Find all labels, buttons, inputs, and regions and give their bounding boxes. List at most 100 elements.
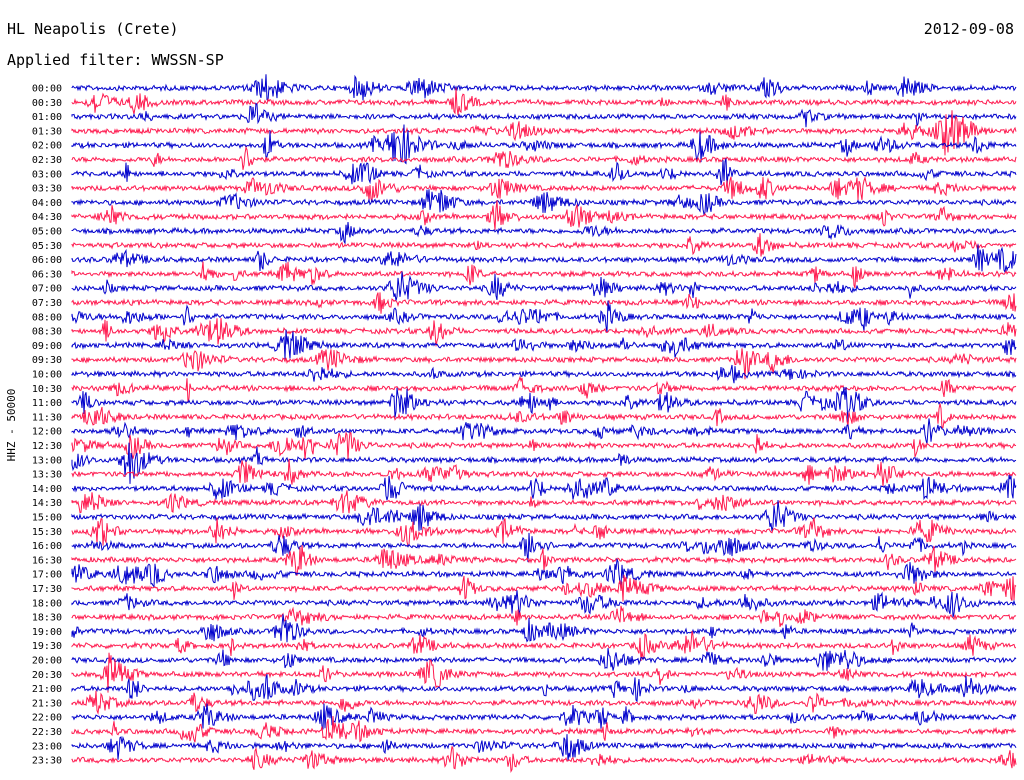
row-label: 15:30 xyxy=(32,527,62,538)
trace-line xyxy=(71,145,1017,170)
row-label: 00:00 xyxy=(32,84,62,95)
trace-line xyxy=(71,703,1017,730)
row-label: 11:00 xyxy=(32,398,62,409)
trace-line xyxy=(71,458,1017,487)
trace-line xyxy=(71,574,1017,602)
trace-line xyxy=(71,614,1017,643)
trace-line xyxy=(71,605,1017,627)
trace-line xyxy=(71,110,1017,156)
trace-line xyxy=(71,418,1016,444)
row-label: 10:30 xyxy=(32,384,62,395)
filter-label: Applied filter: WWSSN-SP xyxy=(7,51,224,69)
row-label: 17:00 xyxy=(32,570,62,581)
trace-line xyxy=(71,517,1017,548)
trace-line xyxy=(71,292,1017,314)
trace-line xyxy=(71,261,1017,289)
row-label: 23:00 xyxy=(32,741,62,752)
row-label: 14:00 xyxy=(32,484,62,495)
trace-line xyxy=(71,233,1017,257)
row-label: 04:30 xyxy=(32,212,62,223)
trace-line xyxy=(71,652,1017,693)
row-label: 10:00 xyxy=(32,370,62,381)
trace-line xyxy=(71,386,1017,424)
row-label: 19:00 xyxy=(32,627,62,638)
row-label: 03:30 xyxy=(32,184,62,195)
row-label: 12:00 xyxy=(32,427,62,438)
trace-line xyxy=(71,158,1017,187)
row-label: 17:30 xyxy=(32,584,62,595)
row-label: 01:30 xyxy=(32,126,62,137)
row-label: 04:00 xyxy=(32,198,62,209)
trace-line xyxy=(71,442,1017,484)
trace-line xyxy=(71,102,1017,128)
trace-line xyxy=(71,500,1017,532)
trace-line xyxy=(71,734,1017,762)
row-label: 22:30 xyxy=(32,727,62,738)
trace-line xyxy=(71,375,1017,403)
trace-line xyxy=(71,348,1017,380)
trace-line xyxy=(71,329,1017,360)
trace-group xyxy=(71,74,1017,773)
trace-line xyxy=(71,403,1017,429)
trace-line xyxy=(71,490,1017,514)
trace-line xyxy=(71,87,1017,116)
station-title: HL Neapolis (Crete) xyxy=(7,20,179,38)
trace-line xyxy=(71,746,1017,773)
row-label: 11:30 xyxy=(32,412,62,423)
row-label: 21:30 xyxy=(32,698,62,709)
row-label: 07:00 xyxy=(32,284,62,295)
row-label-group: 00:00 00:30 01:00 01:30 02:00 02:30 03:00 03:30… xyxy=(32,84,62,767)
trace-line xyxy=(71,364,1017,384)
row-label: 16:00 xyxy=(32,541,62,552)
trace-line xyxy=(71,715,1017,743)
trace-line xyxy=(71,648,1017,671)
trace-line xyxy=(71,317,1017,347)
trace-line xyxy=(71,690,1017,716)
row-label: 19:30 xyxy=(32,641,62,652)
trace-line xyxy=(71,557,1017,588)
row-label: 13:00 xyxy=(32,455,62,466)
row-label: 05:30 xyxy=(32,241,62,252)
trace-line xyxy=(71,431,1017,460)
trace-line xyxy=(71,222,1017,245)
row-label: 22:00 xyxy=(32,713,62,724)
trace-line xyxy=(71,674,1017,703)
row-label: 14:30 xyxy=(32,498,62,509)
row-label: 09:00 xyxy=(32,341,62,352)
row-label: 08:30 xyxy=(32,327,62,338)
row-label: 07:30 xyxy=(32,298,62,309)
row-label: 13:30 xyxy=(32,470,62,481)
row-label: 20:00 xyxy=(32,656,62,667)
row-label: 06:30 xyxy=(32,269,62,280)
row-label: 15:00 xyxy=(32,513,62,524)
y-axis-label: HHZ - 50000 xyxy=(5,389,18,462)
trace-line xyxy=(71,124,1017,165)
trace-line xyxy=(71,300,1017,333)
trace-line xyxy=(71,474,1017,501)
row-label: 09:30 xyxy=(32,355,62,366)
record-date: 2012-09-08 xyxy=(923,20,1014,38)
row-label: 23:30 xyxy=(32,756,62,767)
trace-line xyxy=(71,200,1017,231)
row-label: 03:00 xyxy=(32,169,62,180)
row-label: 18:30 xyxy=(32,613,62,624)
row-label: 21:00 xyxy=(32,684,62,695)
trace-line xyxy=(71,271,1017,301)
trace-line xyxy=(71,175,1017,202)
trace-line xyxy=(71,532,1017,563)
trace-line xyxy=(71,590,1017,618)
row-label: 16:30 xyxy=(32,555,62,566)
row-label: 00:30 xyxy=(32,98,62,109)
row-label: 02:00 xyxy=(32,141,62,152)
row-label: 20:30 xyxy=(32,670,62,681)
row-label: 06:00 xyxy=(32,255,62,266)
row-label: 08:00 xyxy=(32,312,62,323)
row-label: 05:00 xyxy=(32,227,62,238)
trace-line xyxy=(71,189,1017,216)
trace-line xyxy=(71,545,1017,576)
trace-line xyxy=(71,630,1017,662)
row-label: 12:30 xyxy=(32,441,62,452)
row-label: 02:30 xyxy=(32,155,62,166)
trace-line xyxy=(71,244,1017,274)
